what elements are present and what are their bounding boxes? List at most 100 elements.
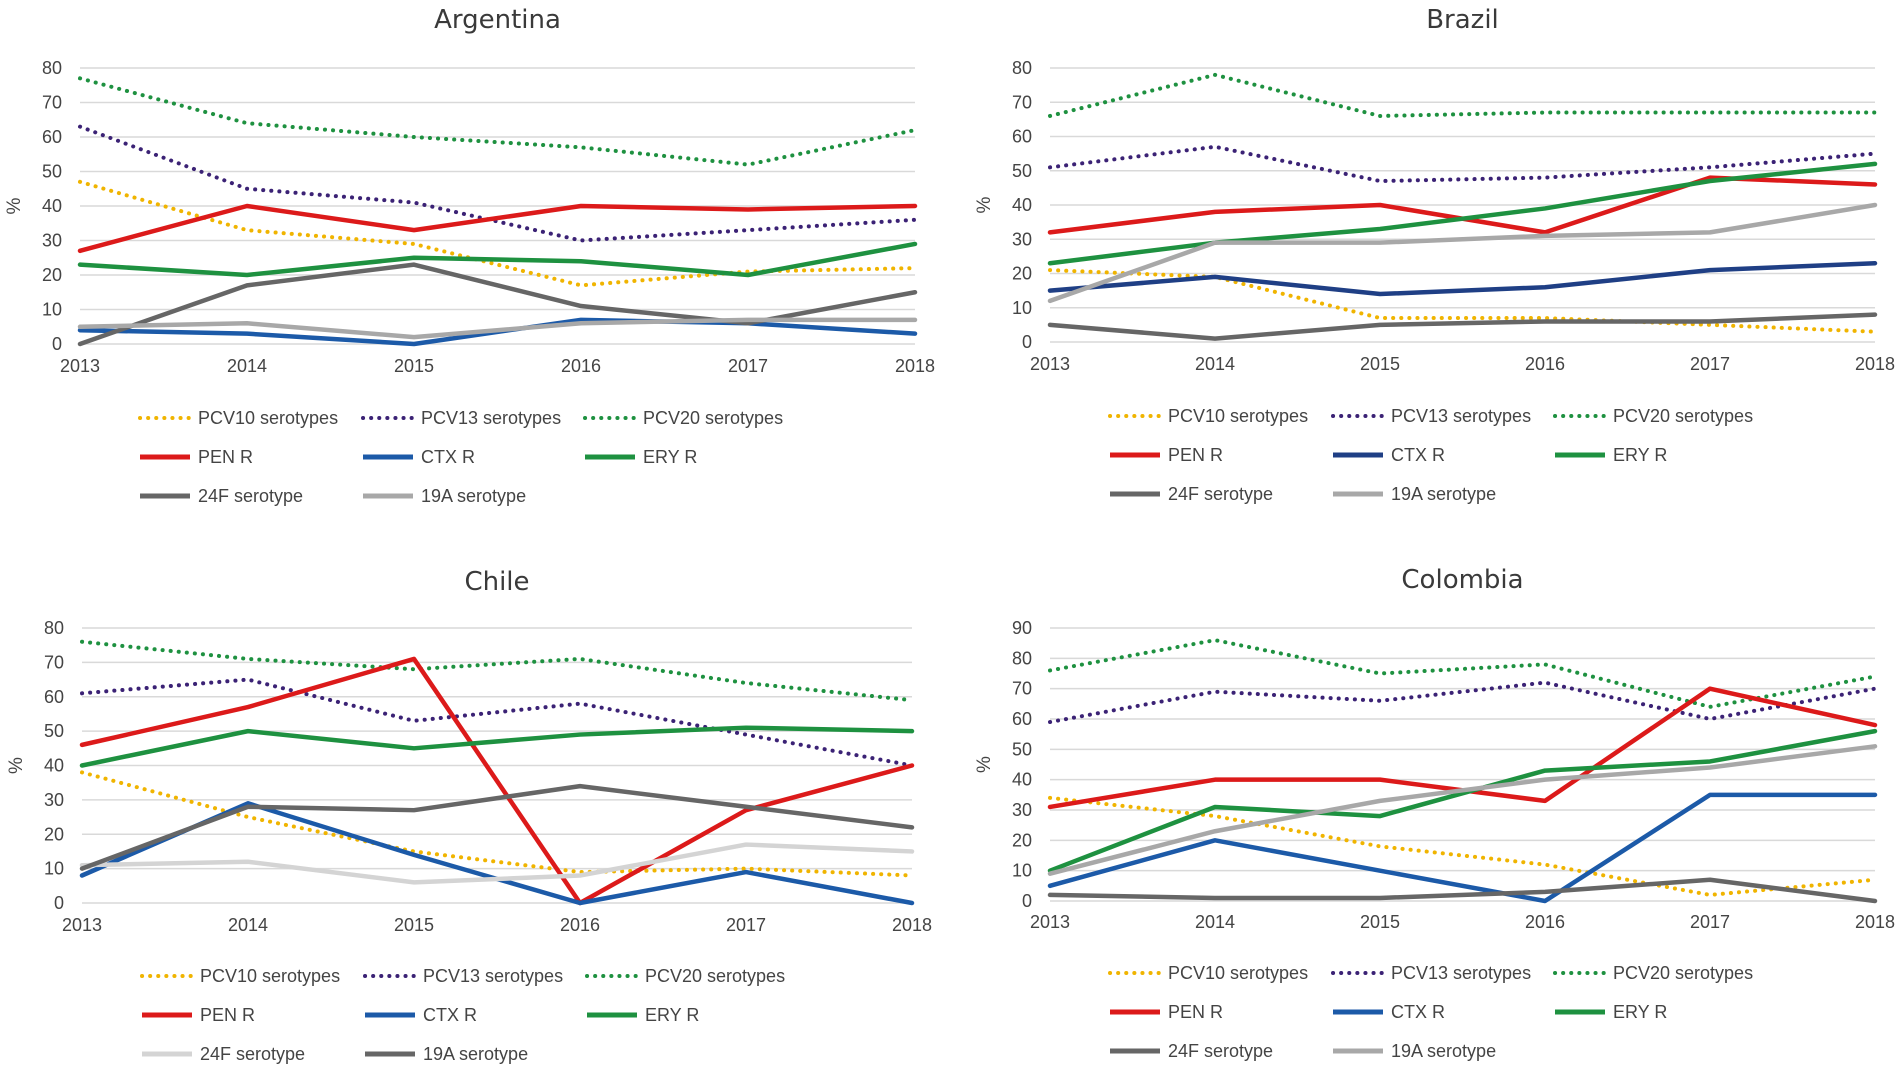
chart-argentina-y-tick-label: 40 xyxy=(42,196,62,216)
chart-chile-x-tick-label: 2017 xyxy=(726,915,766,935)
chart-brazil-series-pcv13-serotypes xyxy=(1048,144,1877,184)
chart-colombia-x-tick-label: 2018 xyxy=(1855,912,1895,932)
chart-brazil-x-tick-label: 2017 xyxy=(1690,354,1730,374)
chart-colombia-y-tick-label: 10 xyxy=(1012,861,1032,881)
chart-argentina-series-ery-r xyxy=(77,241,918,278)
chart-colombia-series-pcv10-serotypes xyxy=(1048,795,1877,897)
chart-brazil-series-pcv20-serotypes xyxy=(1048,72,1877,118)
chart-colombia-legend-label-24f-serotype: 24F serotype xyxy=(1168,1041,1273,1061)
chart-brazil-series-pcv10-serotypes xyxy=(1048,268,1877,334)
chart-colombia-legend-label-19a-serotype: 19A serotype xyxy=(1391,1041,1496,1061)
chart-argentina-legend-label-19a-serotype: 19A serotype xyxy=(421,486,526,506)
chart-brazil-x-tick-label: 2018 xyxy=(1855,354,1895,374)
chart-brazil-y-tick-label: 80 xyxy=(1012,58,1032,78)
chart-chile-x-tick-label: 2014 xyxy=(228,915,268,935)
chart-argentina-title: Argentina xyxy=(434,5,561,35)
chart-argentina-legend-label-ery-r: ERY R xyxy=(643,447,697,467)
chart-colombia-y-tick-label: 50 xyxy=(1012,739,1032,759)
chart-argentina-x-tick-label: 2016 xyxy=(561,356,601,376)
chart-chile-y-tick-label: 50 xyxy=(44,721,64,741)
chart-argentina-y-tick-label: 30 xyxy=(42,231,62,251)
chart-chile-legend-label-ctx-r: CTX R xyxy=(423,1005,477,1025)
chart-argentina-y-tick-label: 10 xyxy=(42,300,62,320)
chart-brazil-y-tick-label: 0 xyxy=(1022,332,1032,352)
chart-colombia-y-tick-label: 80 xyxy=(1012,648,1032,668)
chart-chile-y-tick-label: 30 xyxy=(44,790,64,810)
chart-chile-legend-label-pcv20-serotypes: PCV20 serotypes xyxy=(645,966,785,986)
chart-brazil-legend-label-pen-r: PEN R xyxy=(1168,445,1223,465)
chart-argentina: Argentina% 0 10 20 30 40 50 60 70 80 2013 2014 2015 2… xyxy=(4,5,935,506)
chart-colombia-series-pcv13-serotypes xyxy=(1048,680,1877,725)
chart-chile-y-tick-label: 70 xyxy=(44,652,64,672)
chart-colombia-series-ery-r xyxy=(1047,728,1878,873)
chart-chile-y-tick-label: 0 xyxy=(54,893,64,913)
chart-chile-x-tick-label: 2015 xyxy=(394,915,434,935)
chart-argentina-y-axis-label: % xyxy=(4,197,25,214)
chart-chile-series-pcv13-serotypes xyxy=(80,677,914,768)
chart-colombia-legend-label-ery-r: ERY R xyxy=(1613,1002,1667,1022)
chart-colombia-title: Colombia xyxy=(1401,565,1523,595)
chart-brazil-legend-label-19a-serotype: 19A serotype xyxy=(1391,484,1496,504)
chart-chile-legend-label-pen-r: PEN R xyxy=(200,1005,255,1025)
chart-argentina-series-pcv10-serotypes xyxy=(78,179,917,288)
chart-chile-legend-label-ery-r: ERY R xyxy=(645,1005,699,1025)
chart-colombia-y-tick-label: 30 xyxy=(1012,800,1032,820)
chart-argentina-x-tick-label: 2018 xyxy=(895,356,935,376)
chart-colombia-legend-label-pcv10-serotypes: PCV10 serotypes xyxy=(1168,963,1308,983)
chart-chile-series-ctx-r xyxy=(79,801,915,906)
chart-chile-y-axis-label: % xyxy=(6,757,27,774)
chart-chile-series-pcv20-serotypes xyxy=(80,639,914,703)
chart-chile-legend-label-24f-serotype: 24F serotype xyxy=(200,1044,305,1064)
chart-chile-x-tick-label: 2016 xyxy=(560,915,600,935)
chart-chile-y-tick-label: 60 xyxy=(44,687,64,707)
chart-colombia-x-tick-label: 2016 xyxy=(1525,912,1565,932)
chart-colombia-legend-label-pen-r: PEN R xyxy=(1168,1002,1223,1022)
chart-brazil-x-tick-label: 2013 xyxy=(1030,354,1070,374)
chart-argentina-series-19a-serotype xyxy=(77,317,918,340)
chart-argentina-legend-label-pcv20-serotypes: PCV20 serotypes xyxy=(643,408,783,428)
chart-colombia-y-tick-label: 60 xyxy=(1012,709,1032,729)
chart-brazil-y-tick-label: 50 xyxy=(1012,161,1032,181)
chart-brazil-legend-label-pcv10-serotypes: PCV10 serotypes xyxy=(1168,406,1308,426)
chart-colombia-x-tick-label: 2017 xyxy=(1690,912,1730,932)
chart-brazil-legend-label-pcv13-serotypes: PCV13 serotypes xyxy=(1391,406,1531,426)
chart-argentina-y-tick-label: 80 xyxy=(42,58,62,78)
chart-brazil-series-19a-serotype xyxy=(1047,202,1878,304)
chart-chile-y-tick-label: 20 xyxy=(44,824,64,844)
chart-colombia-y-tick-label: 70 xyxy=(1012,679,1032,699)
chart-argentina-legend-label-ctx-r: CTX R xyxy=(421,447,475,467)
chart-brazil-legend-label-pcv20-serotypes: PCV20 serotypes xyxy=(1613,406,1753,426)
chart-brazil-y-tick-label: 30 xyxy=(1012,229,1032,249)
chart-chile-x-tick-label: 2018 xyxy=(892,915,932,935)
chart-argentina-series-pcv13-serotypes xyxy=(78,124,917,243)
chart-brazil-y-axis-label: % xyxy=(974,196,995,213)
chart-argentina-legend-label-pen-r: PEN R xyxy=(198,447,253,467)
chart-colombia-y-axis-label: % xyxy=(974,756,995,773)
chart-brazil-y-tick-label: 40 xyxy=(1012,195,1032,215)
chart-colombia-x-tick-label: 2015 xyxy=(1360,912,1400,932)
chart-argentina-x-tick-label: 2015 xyxy=(394,356,434,376)
chart-chile-series-ery-r xyxy=(79,725,915,768)
chart-chile-series-pen-r xyxy=(79,656,915,906)
chart-brazil-y-tick-label: 20 xyxy=(1012,264,1032,284)
chart-colombia-y-tick-label: 20 xyxy=(1012,830,1032,850)
chart-colombia-series-ctx-r xyxy=(1047,792,1878,904)
chart-brazil-y-tick-label: 60 xyxy=(1012,127,1032,147)
chart-argentina-y-tick-label: 60 xyxy=(42,127,62,147)
chart-colombia-x-tick-label: 2013 xyxy=(1030,912,1070,932)
chart-colombia-x-tick-label: 2014 xyxy=(1195,912,1235,932)
chart-brazil-x-tick-label: 2014 xyxy=(1195,354,1235,374)
chart-brazil-series-ctx-r xyxy=(1047,260,1878,297)
chart-argentina-y-tick-label: 70 xyxy=(42,93,62,113)
chart-colombia-legend-label-pcv13-serotypes: PCV13 serotypes xyxy=(1391,963,1531,983)
chart-chile-y-tick-label: 80 xyxy=(44,618,64,638)
chart-argentina-legend-label-pcv10-serotypes: PCV10 serotypes xyxy=(198,408,338,428)
chart-brazil-x-tick-label: 2015 xyxy=(1360,354,1400,374)
chart-brazil-legend-label-ctx-r: CTX R xyxy=(1391,445,1445,465)
chart-colombia: Colombia% 0 10 20 30 40 50 60 70 80 90 2013 2014 2015… xyxy=(974,565,1895,1061)
chart-argentina-x-tick-label: 2014 xyxy=(227,356,267,376)
chart-brazil-y-tick-label: 10 xyxy=(1012,298,1032,318)
chart-brazil-legend-label-24f-serotype: 24F serotype xyxy=(1168,484,1273,504)
chart-brazil-legend-label-ery-r: ERY R xyxy=(1613,445,1667,465)
